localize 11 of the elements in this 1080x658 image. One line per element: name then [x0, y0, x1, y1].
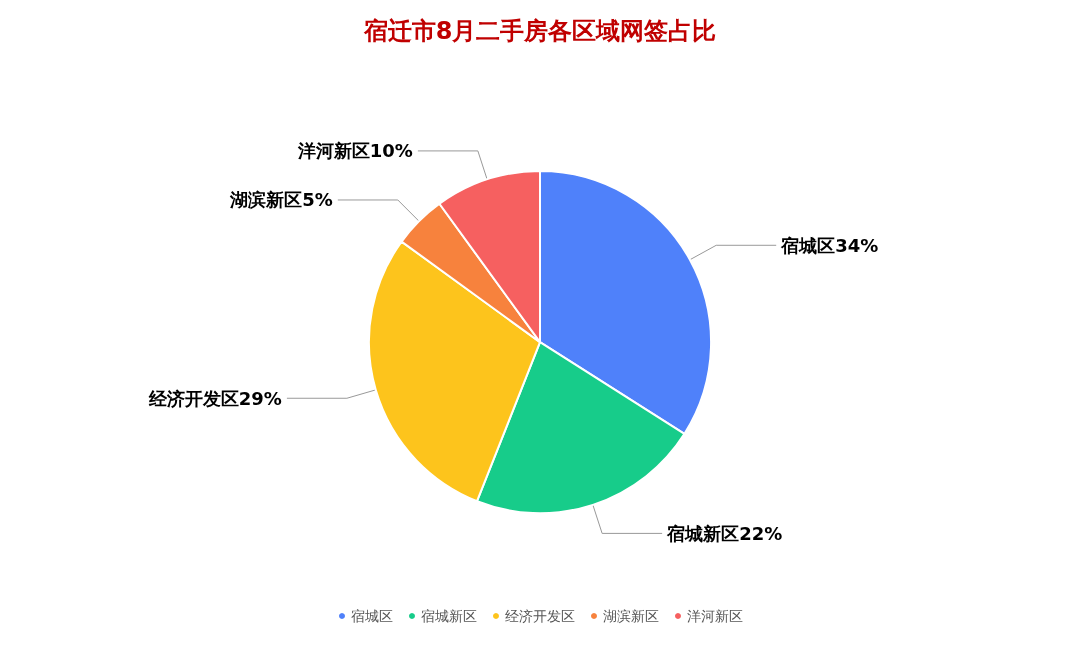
chart-title: 宿迁市8月二手房各区域网签占比 [362, 17, 717, 45]
legend-label: 洋河新区 [687, 608, 743, 624]
data-label: 经济开发区29% [147, 387, 282, 409]
legend-label: 宿城区 [351, 608, 393, 624]
data-label: 宿城区34% [780, 234, 879, 256]
legend-label: 湖滨新区 [603, 608, 659, 624]
data-label: 洋河新区10% [296, 140, 413, 162]
legend-label: 经济开发区 [505, 608, 575, 624]
data-label: 湖滨新区5% [229, 189, 333, 211]
data-label: 宿城新区22% [666, 522, 783, 544]
legend-label: 宿城新区 [421, 608, 477, 624]
